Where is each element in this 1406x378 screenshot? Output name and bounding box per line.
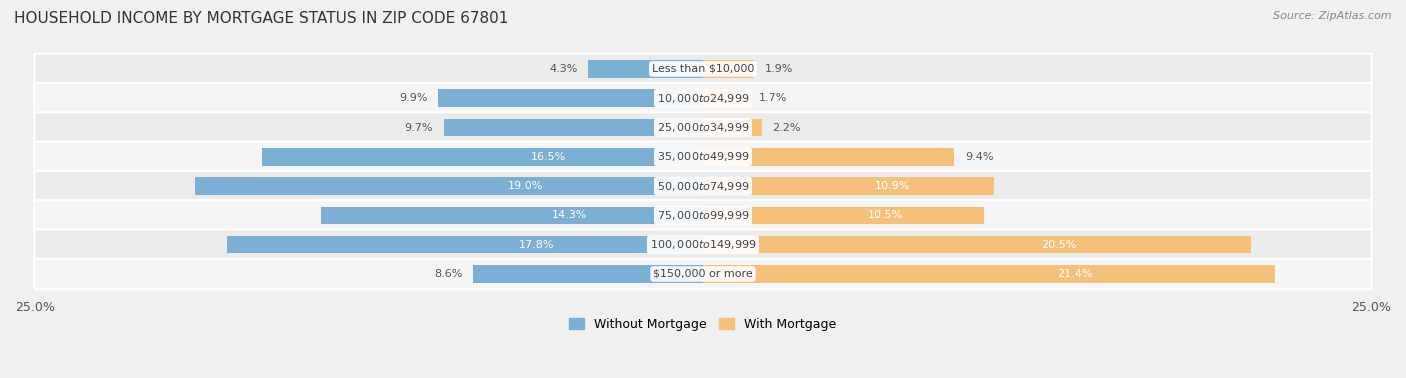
Bar [703, 265, 1275, 283]
Text: Source: ZipAtlas.com: Source: ZipAtlas.com [1274, 11, 1392, 21]
Bar [703, 148, 955, 166]
Bar [262, 148, 703, 166]
Bar [703, 60, 754, 78]
Text: 1.9%: 1.9% [765, 64, 793, 74]
Bar [195, 177, 703, 195]
FancyBboxPatch shape [34, 83, 1372, 113]
Text: HOUSEHOLD INCOME BY MORTGAGE STATUS IN ZIP CODE 67801: HOUSEHOLD INCOME BY MORTGAGE STATUS IN Z… [14, 11, 509, 26]
Text: 14.3%: 14.3% [551, 211, 586, 220]
FancyBboxPatch shape [34, 171, 1372, 201]
Bar [703, 207, 984, 224]
Bar [588, 60, 703, 78]
Bar [439, 90, 703, 107]
Text: $50,000 to $74,999: $50,000 to $74,999 [657, 180, 749, 193]
Text: 8.6%: 8.6% [434, 269, 463, 279]
Text: 9.4%: 9.4% [965, 152, 994, 162]
Text: 1.7%: 1.7% [759, 93, 787, 103]
Text: Less than $10,000: Less than $10,000 [652, 64, 754, 74]
Text: 4.3%: 4.3% [548, 64, 578, 74]
Text: $100,000 to $149,999: $100,000 to $149,999 [650, 238, 756, 251]
Text: $25,000 to $34,999: $25,000 to $34,999 [657, 121, 749, 134]
FancyBboxPatch shape [34, 229, 1372, 260]
Text: 10.5%: 10.5% [868, 211, 903, 220]
Bar [703, 236, 1251, 254]
Text: $150,000 or more: $150,000 or more [654, 269, 752, 279]
Text: 16.5%: 16.5% [531, 152, 567, 162]
Bar [474, 265, 703, 283]
Text: 20.5%: 20.5% [1042, 240, 1077, 250]
Text: 9.9%: 9.9% [399, 93, 427, 103]
Text: 21.4%: 21.4% [1057, 269, 1092, 279]
Text: $10,000 to $24,999: $10,000 to $24,999 [657, 92, 749, 105]
Bar [703, 119, 762, 136]
Text: 9.7%: 9.7% [405, 122, 433, 133]
Bar [703, 90, 748, 107]
Text: $35,000 to $49,999: $35,000 to $49,999 [657, 150, 749, 163]
Bar [321, 207, 703, 224]
FancyBboxPatch shape [34, 54, 1372, 84]
Text: 19.0%: 19.0% [508, 181, 543, 191]
FancyBboxPatch shape [34, 142, 1372, 172]
Bar [703, 177, 994, 195]
FancyBboxPatch shape [34, 200, 1372, 231]
Text: 10.9%: 10.9% [875, 181, 910, 191]
Text: $75,000 to $99,999: $75,000 to $99,999 [657, 209, 749, 222]
Bar [444, 119, 703, 136]
FancyBboxPatch shape [34, 112, 1372, 143]
Bar [228, 236, 703, 254]
Text: 2.2%: 2.2% [772, 122, 801, 133]
FancyBboxPatch shape [34, 259, 1372, 289]
Legend: Without Mortgage, With Mortgage: Without Mortgage, With Mortgage [564, 313, 842, 336]
Text: 17.8%: 17.8% [519, 240, 554, 250]
